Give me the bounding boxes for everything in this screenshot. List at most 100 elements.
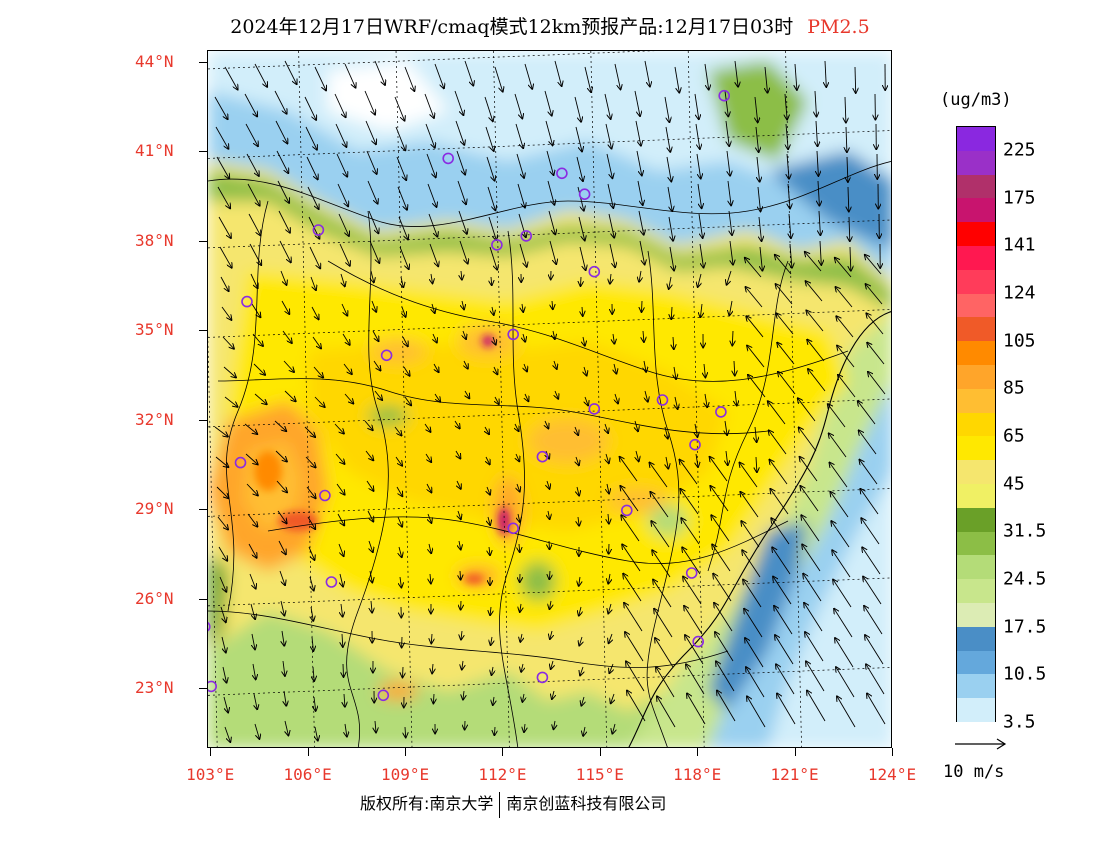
wind-vector (399, 246, 409, 269)
wind-vector (695, 123, 700, 149)
wind-vector (428, 513, 431, 523)
wind-vector (401, 276, 403, 287)
wind-vector (274, 90, 287, 114)
wind-vector (729, 210, 732, 235)
wind-vector (580, 666, 583, 675)
wind-vector (804, 603, 823, 632)
station-marker (715, 406, 727, 418)
wind-vector (645, 390, 648, 402)
station-marker (556, 167, 568, 180)
colorbar-label: 24.5 (1003, 568, 1047, 590)
wind-vector (313, 666, 314, 681)
wind-vector (457, 480, 461, 489)
longitude-gridline (493, 51, 510, 747)
wind-vector (518, 513, 520, 522)
wind-vector (788, 183, 790, 208)
wind-vector (755, 426, 757, 442)
wind-vector (680, 489, 699, 515)
wind-vector (829, 433, 847, 458)
wind-vector (607, 483, 609, 493)
wind-vector (654, 609, 673, 638)
wind-vector (405, 726, 406, 737)
wind-vector (584, 366, 587, 376)
wind-vector (771, 518, 790, 545)
wind-vector (578, 216, 585, 240)
city-stations (208, 89, 731, 702)
wind-vector (366, 150, 377, 174)
wind-vector (650, 492, 669, 518)
station-marker (325, 576, 338, 588)
wind-vector (581, 696, 584, 706)
wind-vector (375, 720, 376, 732)
station-marker (588, 265, 601, 278)
wind-vector (747, 696, 766, 728)
wind-vector (396, 156, 406, 180)
lon-label: 124°E (867, 765, 917, 784)
wind-vector (746, 667, 765, 698)
wind-vector (493, 696, 494, 705)
wind-vector (223, 666, 227, 683)
wind-vector (724, 90, 728, 116)
wind-vector (777, 694, 796, 725)
wind-vector (576, 456, 579, 465)
lat-tick (199, 61, 207, 63)
wind-vector (305, 126, 317, 150)
wind-vector (806, 661, 825, 692)
wind-vector (493, 336, 496, 345)
wind-vector (282, 630, 284, 646)
wind-vector (609, 243, 615, 267)
colorbar-label: 105 (1003, 330, 1036, 352)
wind-vector (834, 609, 853, 638)
longitude-gridline (590, 51, 608, 747)
wind-vector (544, 90, 552, 116)
wind-vector (776, 284, 793, 305)
wind-vector (367, 180, 378, 204)
copyright-text: 版权所有:南京大学 (360, 794, 494, 813)
wind-vector (218, 216, 231, 238)
colorbar-segment (957, 198, 995, 223)
wind-vector (862, 547, 881, 575)
wind-vector (371, 600, 372, 613)
wind-vector (520, 603, 521, 612)
wind-vector (795, 63, 797, 90)
wind-vector (495, 396, 499, 404)
wind-vector (635, 420, 638, 431)
lon-tick (210, 748, 212, 756)
wind-vector (673, 336, 674, 349)
wind-vector (312, 336, 321, 348)
station-marker (491, 239, 503, 251)
wind-vector (685, 635, 704, 665)
wind-vector (835, 638, 854, 668)
wind-vector (755, 96, 758, 122)
wind-vector (867, 343, 885, 365)
lat-tick (199, 688, 207, 690)
wind-vector (464, 360, 468, 369)
wind-vector (218, 546, 227, 561)
wind-vector (585, 396, 588, 405)
wind-vector (652, 550, 671, 578)
wind-vector (340, 573, 343, 587)
wind-vector (578, 516, 579, 526)
wind-vector (717, 691, 736, 722)
wind-vector (830, 492, 849, 518)
wind-vector (638, 210, 644, 235)
wind-vector (548, 510, 550, 519)
wind-vector (666, 456, 668, 469)
wind-vector (462, 660, 463, 670)
wind-vector (254, 723, 259, 739)
wind-vector (816, 120, 818, 146)
wind-vector (606, 153, 612, 178)
wind-vector (515, 123, 523, 148)
wind-vector (757, 156, 760, 182)
wind-vector (283, 660, 285, 676)
wind-vector (427, 183, 437, 207)
map-title: 2024年12月17日WRF/cmaq模式12km预报产品:12月17日03时 P… (0, 12, 1100, 39)
wind-vector (309, 246, 320, 268)
wind-vector (807, 691, 826, 722)
wind-vector (244, 93, 257, 116)
wind-vector (828, 404, 846, 428)
wind-vector (424, 93, 434, 118)
wind-vector (247, 183, 260, 206)
colorbar-segment (957, 579, 995, 603)
wind-vector (311, 606, 313, 621)
